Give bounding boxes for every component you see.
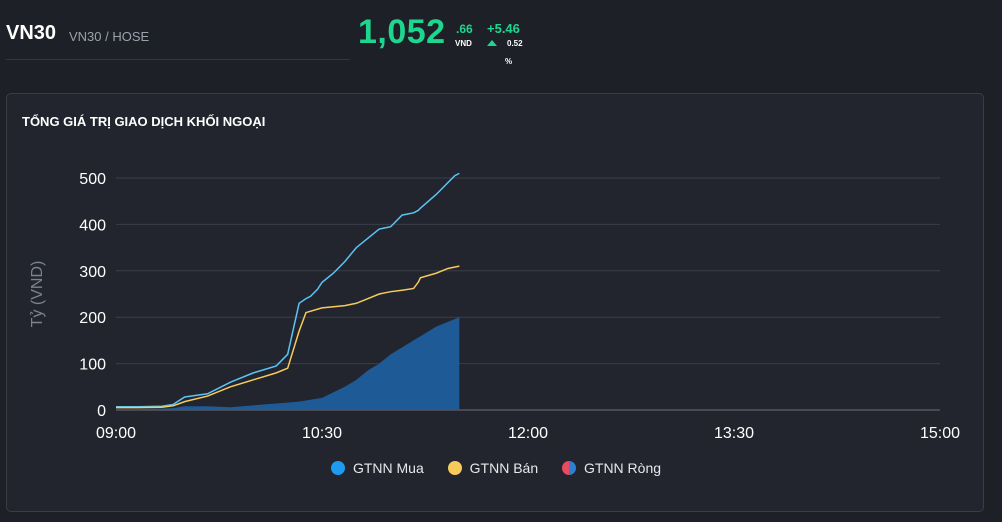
x-tick-label: 09:00: [96, 425, 136, 442]
foreign-trading-panel: TỔNG GIÁ TRỊ GIAO DỊCH KHỐI NGOẠI 0 100 20…: [6, 93, 984, 512]
header-divider: [6, 59, 350, 60]
y-tick-label: 300: [79, 264, 106, 281]
quote-header: VN30 VN30 / HOSE 1,052 .66 VND +5.46 0.5…: [0, 0, 1002, 70]
legend-item-mua[interactable]: GTNN Mua: [330, 460, 424, 476]
y-tick-label: 500: [79, 171, 106, 188]
legend-dot-rong-icon: [562, 461, 576, 475]
legend-label-mua: GTNN Mua: [352, 460, 424, 476]
chart-legend: GTNN Mua GTNN Bán GTNN Ròng: [7, 460, 985, 478]
y-axis-title: Tỷ (VND): [29, 261, 46, 328]
price-decimal: .66: [456, 22, 473, 36]
exchange-label: VN30 / HOSE: [69, 29, 150, 44]
y-tick-label: 400: [79, 217, 106, 234]
price-value: 1,052: [358, 13, 446, 51]
y-tick-label: 200: [79, 310, 106, 327]
legend-dot-mua-icon: [330, 461, 345, 475]
x-tick-label: 10:30: [302, 425, 342, 442]
series-area-rong: [116, 317, 460, 410]
price-change: +5.46: [487, 21, 520, 36]
legend-item-ban[interactable]: GTNN Bán: [447, 460, 539, 476]
x-tick-label: 13:30: [714, 425, 754, 442]
symbol-title: VN30: [6, 22, 57, 44]
arrow-up-icon: [487, 40, 497, 46]
legend-label-ban: GTNN Bán: [469, 460, 539, 476]
x-tick-label: 15:00: [920, 425, 960, 442]
percent-sign: %: [505, 57, 513, 66]
price-change-percent: 0.52: [507, 39, 523, 48]
legend-dot-ban-icon: [447, 461, 462, 475]
x-tick-label: 12:00: [508, 425, 548, 442]
y-tick-label: 100: [79, 357, 106, 374]
currency-label: VND: [455, 39, 472, 48]
legend-item-rong[interactable]: GTNN Ròng: [562, 460, 661, 476]
foreign-trading-chart: 0 100 200 300 400 500 09:00 10:30 12:00 13:30 15:0…: [29, 171, 960, 442]
panel-title: TỔNG GIÁ TRỊ GIAO DỊCH KHỐI NGOẠI: [22, 114, 266, 129]
series-line-ban: [116, 265, 460, 409]
legend-label-rong: GTNN Ròng: [584, 460, 662, 476]
series-line-mua: [116, 172, 460, 408]
y-tick-label: 0: [97, 403, 106, 420]
